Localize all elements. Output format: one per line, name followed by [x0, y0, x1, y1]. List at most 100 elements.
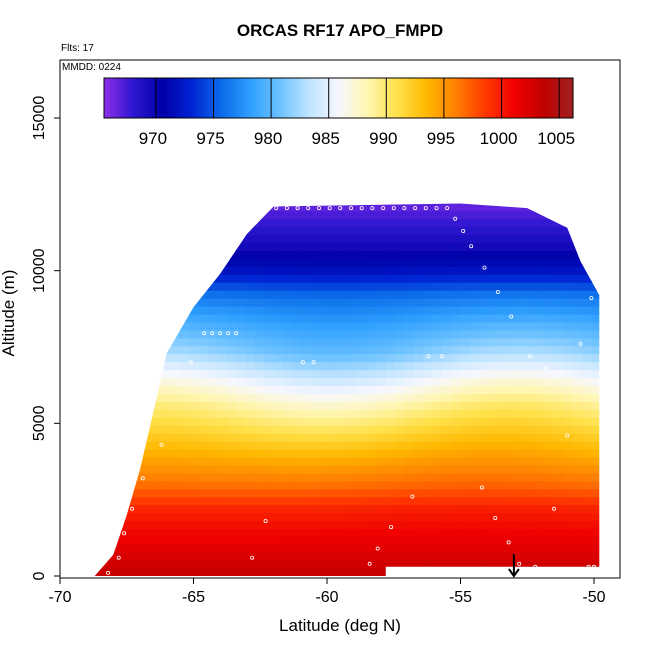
heatmap-cell: [563, 314, 574, 323]
heatmap-cell: [236, 385, 247, 394]
heatmap-cell: [114, 504, 125, 514]
heatmap-cell: [376, 433, 387, 442]
heatmap-cell: [226, 536, 237, 545]
heatmap-cell: [413, 298, 424, 307]
heatmap-cell: [198, 345, 209, 355]
heatmap-cell: [432, 306, 443, 315]
heatmap-cell: [94, 528, 97, 537]
sample-point: [410, 494, 415, 499]
heatmap-cell: [395, 218, 405, 228]
heatmap-cell: [591, 377, 600, 386]
heatmap-cell: [105, 456, 116, 466]
heatmap-cell: [572, 282, 583, 291]
heatmap-cell: [124, 401, 134, 410]
heatmap-cell: [94, 369, 97, 379]
heatmap-cell: [479, 195, 489, 204]
heatmap-cell: [432, 242, 443, 252]
heatmap-cell: [488, 258, 499, 267]
heatmap-cell: [591, 409, 600, 418]
heatmap-cell: [601, 386, 611, 395]
heatmap-cell: [198, 329, 209, 339]
heatmap-cell: [142, 377, 153, 386]
heatmap-cell: [348, 504, 359, 514]
heatmap-cell: [572, 433, 583, 442]
heatmap-cell: [582, 250, 592, 259]
heatmap-cell: [254, 441, 265, 450]
heatmap-cell: [404, 393, 415, 402]
colorbar-segment: [539, 78, 544, 118]
heatmap-cell: [208, 488, 219, 498]
heatmap-cell: [395, 417, 405, 426]
heatmap-cell: [226, 552, 237, 561]
heatmap-cell: [273, 409, 284, 418]
heatmap-cell: [385, 203, 396, 212]
heatmap-cell: [591, 210, 600, 220]
heatmap-cell: [432, 425, 443, 434]
heatmap-cell: [94, 560, 97, 569]
heatmap-cell: [367, 409, 377, 418]
heatmap-cell: [133, 377, 144, 386]
heatmap-cell: [254, 258, 265, 267]
heatmap-cell: [348, 496, 359, 506]
heatmap-cell: [170, 377, 181, 386]
heatmap-cell: [348, 401, 359, 410]
heatmap-cell: [535, 504, 546, 514]
heatmap-cell: [329, 409, 340, 418]
heatmap-cell: [329, 568, 340, 576]
heatmap-cell: [497, 472, 508, 482]
heatmap-cell: [254, 528, 265, 537]
heatmap-cell: [124, 449, 134, 458]
heatmap-cell: [273, 258, 284, 267]
heatmap-cell: [273, 504, 284, 514]
heatmap-cell: [133, 306, 144, 315]
heatmap-cell: [292, 250, 303, 259]
heatmap-cell: [227, 187, 237, 196]
heatmap-cell: [208, 520, 219, 529]
heatmap-cell: [217, 210, 228, 220]
heatmap-cell: [254, 329, 265, 339]
heatmap-cell: [469, 433, 480, 442]
heatmap-cell: [525, 306, 536, 315]
heatmap-cell: [376, 480, 387, 490]
heatmap-cell: [348, 449, 359, 458]
heatmap-cell: [282, 528, 293, 537]
heatmap-cell: [273, 528, 284, 537]
heatmap-cell: [94, 250, 97, 259]
sample-point: [359, 206, 364, 211]
heatmap-cell: [544, 242, 555, 252]
heatmap-cell: [451, 353, 462, 363]
heatmap-cell: [376, 449, 387, 458]
heatmap-cell: [208, 290, 219, 299]
heatmap-cell: [217, 464, 228, 474]
sample-point: [140, 476, 145, 481]
heatmap-cell: [488, 377, 499, 386]
heatmap-cell: [329, 322, 340, 331]
heatmap-cell: [273, 568, 284, 576]
heatmap-cell: [563, 544, 574, 553]
heatmap-cell: [535, 353, 546, 363]
heatmap-cell: [217, 274, 228, 283]
heatmap-cell: [152, 560, 162, 569]
heatmap-cell: [142, 560, 153, 569]
heatmap-cell: [217, 242, 228, 252]
heatmap-cell: [254, 512, 265, 521]
heatmap-cell: [339, 552, 349, 561]
heatmap-cell: [254, 456, 265, 466]
heatmap-cell: [94, 306, 97, 315]
heatmap-cell: [479, 210, 490, 220]
heatmap-cell: [208, 504, 219, 514]
heatmap-cell: [320, 568, 331, 576]
heatmap-cell: [217, 560, 228, 569]
heatmap-cell: [170, 234, 181, 244]
heatmap-cell: [161, 449, 172, 458]
heatmap-cell: [245, 560, 256, 569]
heatmap-cell: [461, 195, 471, 204]
heatmap-cell: [395, 449, 405, 458]
heatmap-cell: [254, 536, 265, 545]
heatmap-cell: [357, 353, 368, 363]
heatmap-cell: [601, 393, 611, 402]
heatmap-cell: [488, 504, 499, 514]
heatmap-cell: [301, 449, 312, 458]
heatmap-cell: [217, 480, 228, 490]
heatmap-cell: [142, 417, 153, 426]
